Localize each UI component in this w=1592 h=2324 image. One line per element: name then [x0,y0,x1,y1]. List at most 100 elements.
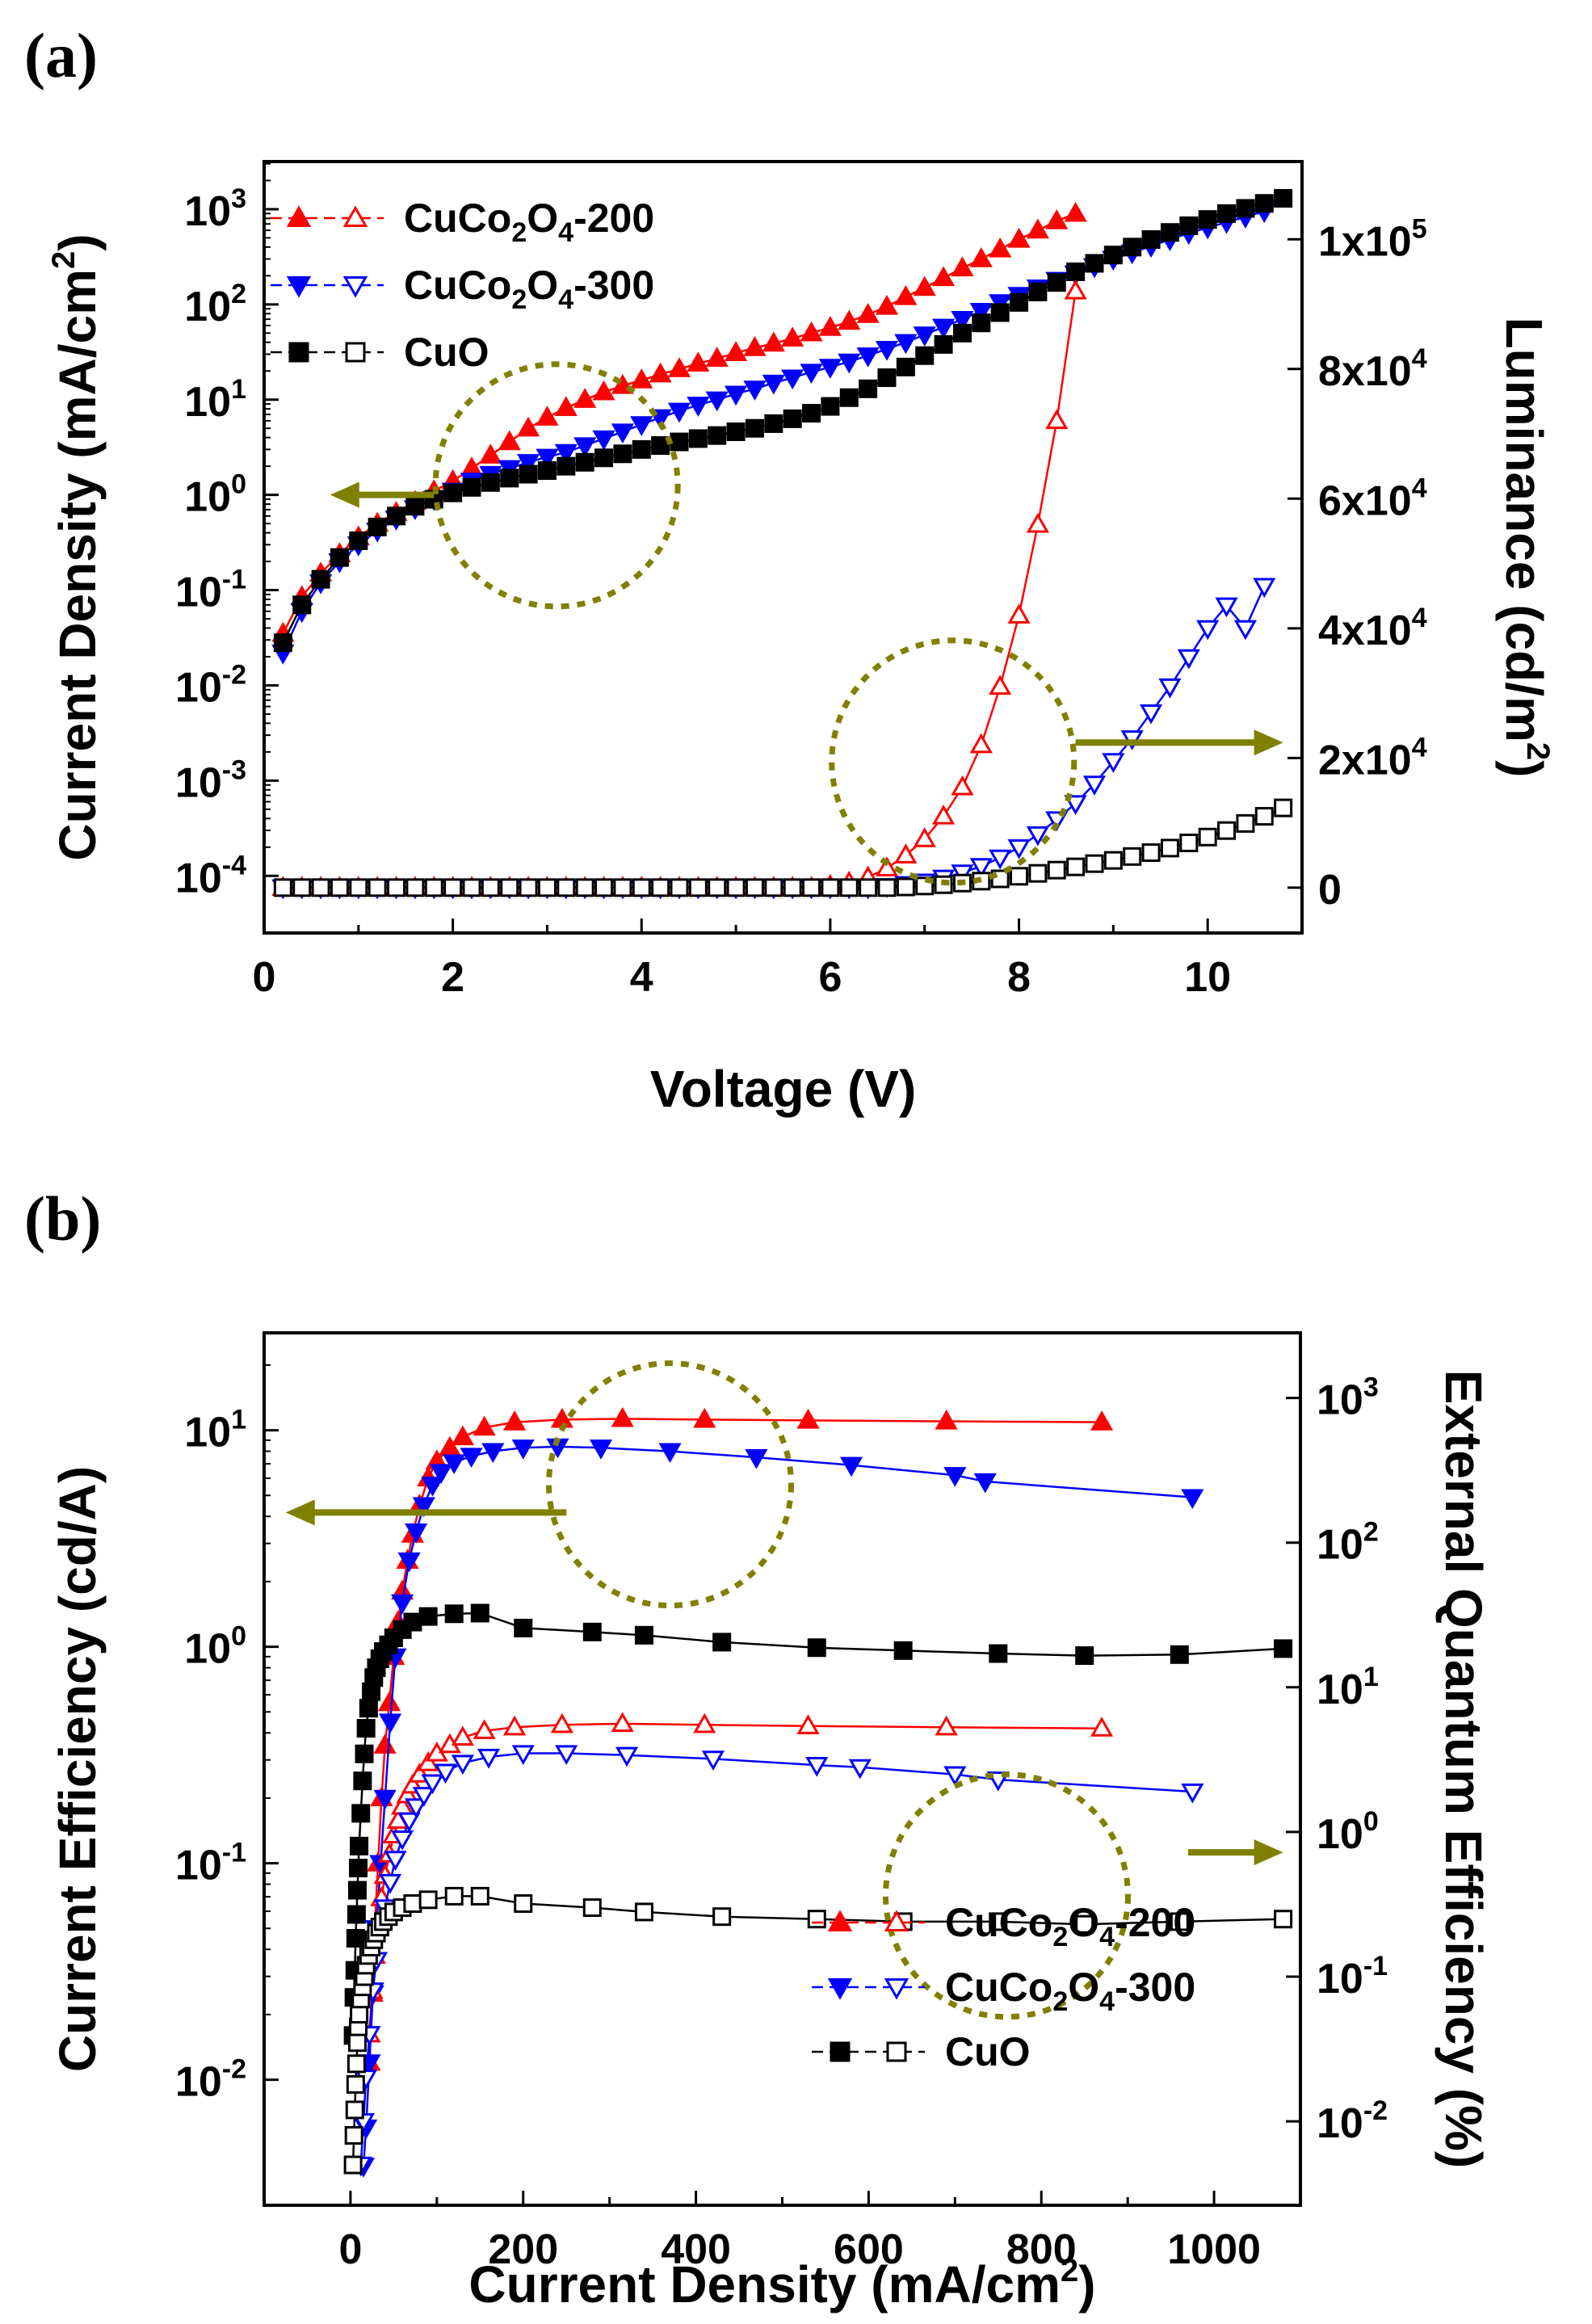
data-point [519,878,538,897]
tick-base: 10 [1317,2100,1363,2147]
tick-base: 10 [184,188,231,235]
data-point [502,1410,527,1431]
x-tick-label: 4 [630,954,653,1001]
tick-base: 0 [1318,867,1342,914]
data-point [346,1929,365,1948]
y2-tick-label: 103 [1317,1372,1379,1424]
tick-base: 10 [175,855,222,901]
data-point [373,1789,397,1810]
annotation-arrow-head [1254,1839,1283,1866]
tick-exponent: 2 [1363,1517,1379,1548]
data-point [1181,1489,1204,1510]
data-point [952,323,972,343]
legend-marker-open [884,1910,909,1931]
data-point [943,1766,967,1787]
tick-base: 6x10 [1318,477,1412,524]
y-tick-label: 10-2 [175,659,246,711]
x-tick-label: 400 [661,2226,731,2273]
data-point [1103,851,1123,870]
data-point [667,402,691,423]
y2-axis-title: External Quantum Efficiency (%) [1434,1370,1493,2169]
data-point [1007,838,1031,859]
data-point [875,294,899,315]
data-point [743,380,767,401]
data-point [1064,279,1087,300]
data-point [1064,795,1087,816]
data-point [1123,237,1142,257]
data-point [311,878,330,897]
series-line [362,1445,1193,2166]
data-point [1085,254,1104,273]
data-point [859,379,878,398]
y-axis-title: Current Density (mA/cm2) [46,233,107,860]
legend-marker-open [886,2041,907,2062]
text-part: Luminance (cd/m [1495,317,1553,742]
data-point [1217,821,1237,840]
x-tick-label: 6 [818,954,842,1001]
data-point [557,878,576,897]
data-point [896,877,915,897]
tick-base: 10 [1317,1377,1363,1424]
data-point [762,331,785,352]
text-part: CuCo [404,263,511,308]
data-point [405,1798,428,1818]
data-point [893,1641,913,1660]
data-point [1066,262,1086,281]
data-point [1141,230,1161,250]
tick-base: 10 [1317,1522,1363,1569]
data-point [1217,204,1237,223]
tick-base: 10 [184,474,231,521]
data-point [611,1712,634,1733]
data-point [405,1523,428,1544]
data-point [969,733,993,754]
legend-marker-open [342,276,368,298]
subscript: 2 [1052,1922,1068,1952]
data-point [1179,216,1199,235]
data-point [1085,854,1104,873]
data-point [502,1715,527,1736]
data-point [555,1745,578,1765]
y-tick-label: 102 [184,279,246,330]
data-point [1170,1912,1189,1931]
panel-label-a: (a) [24,20,98,90]
tick-exponent: 0 [231,469,246,500]
data-point [745,418,764,438]
data-point [1028,864,1048,883]
data-point [311,569,330,589]
data-point [500,878,519,897]
series-line [282,212,1077,634]
data-point [951,775,974,796]
data-point [670,878,689,897]
data-point [500,469,519,488]
tick-exponent: -2 [222,2054,246,2085]
data-point [330,548,349,567]
data-point [477,1748,501,1769]
data-point [743,336,767,356]
tick-exponent: 5 [1412,213,1427,244]
text-part: CuCo [945,1965,1052,2010]
data-point [875,856,899,876]
data-point [859,878,878,897]
data-point [781,369,804,390]
legend-marker-open [345,342,366,363]
data-point [913,326,936,347]
data-point [273,878,292,897]
data-point [573,388,597,408]
data-point [913,827,936,847]
text-part: ) [1495,760,1553,777]
data-point [517,416,540,437]
tick-exponent: 3 [231,183,246,214]
data-point [632,878,651,897]
data-point [701,1750,725,1771]
y-tick-label: 101 [184,374,246,426]
x-tick-label: 10 [1184,954,1231,1001]
data-point [417,1750,440,1771]
data-point [725,341,748,361]
data-point [443,483,463,502]
annotation-arrow-head [330,481,359,508]
data-point [351,1804,371,1823]
data-point [687,397,710,417]
tick-exponent: 4 [1412,603,1427,633]
data-point [877,878,897,897]
data-point [821,397,840,416]
